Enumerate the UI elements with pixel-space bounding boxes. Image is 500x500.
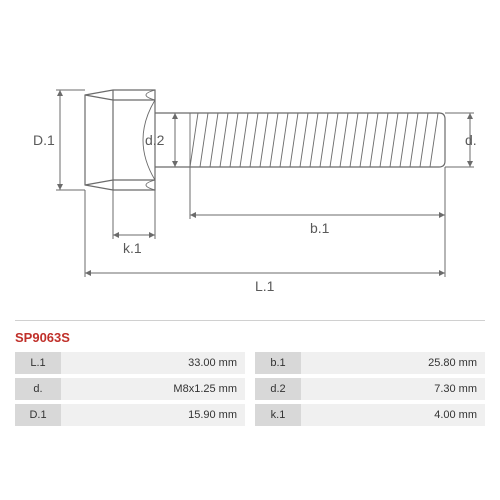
svg-text:k.1: k.1 [123, 240, 142, 256]
table-row: D.1 15.90 mm k.1 4.00 mm [15, 404, 485, 426]
spec-value: M8x1.25 mm [61, 378, 245, 400]
svg-text:d.: d. [465, 132, 477, 148]
spec-label: b.1 [255, 352, 301, 374]
spec-value: 25.80 mm [301, 352, 485, 374]
svg-text:D.1: D.1 [33, 132, 55, 148]
spec-cell: b.1 25.80 mm [255, 352, 485, 374]
spec-value: 4.00 mm [301, 404, 485, 426]
spec-value: 7.30 mm [301, 378, 485, 400]
spec-label: D.1 [15, 404, 61, 426]
spec-label: k.1 [255, 404, 301, 426]
svg-text:d.2: d.2 [145, 132, 165, 148]
spec-cell: d.2 7.30 mm [255, 378, 485, 400]
table-row: d. M8x1.25 mm d.2 7.30 mm [15, 378, 485, 400]
spec-cell: D.1 15.90 mm [15, 404, 245, 426]
page-canvas: D.1 d.2 d. k.1 b.1 L.1 SP9063S L.1 33.00 mm b… [0, 0, 500, 500]
spec-cell: L.1 33.00 mm [15, 352, 245, 374]
specs-table: L.1 33.00 mm b.1 25.80 mm d. M8x1.25 mm … [15, 352, 485, 430]
table-row: L.1 33.00 mm b.1 25.80 mm [15, 352, 485, 374]
svg-text:L.1: L.1 [255, 278, 275, 294]
spec-cell: d. M8x1.25 mm [15, 378, 245, 400]
spec-value: 15.90 mm [61, 404, 245, 426]
spec-label: d. [15, 378, 61, 400]
spec-label: d.2 [255, 378, 301, 400]
section-divider [15, 320, 485, 321]
spec-cell: k.1 4.00 mm [255, 404, 485, 426]
spec-label: L.1 [15, 352, 61, 374]
spec-value: 33.00 mm [61, 352, 245, 374]
svg-text:b.1: b.1 [310, 220, 330, 236]
technical-drawing: D.1 d.2 d. k.1 b.1 L.1 [15, 5, 485, 315]
part-number: SP9063S [15, 330, 70, 345]
